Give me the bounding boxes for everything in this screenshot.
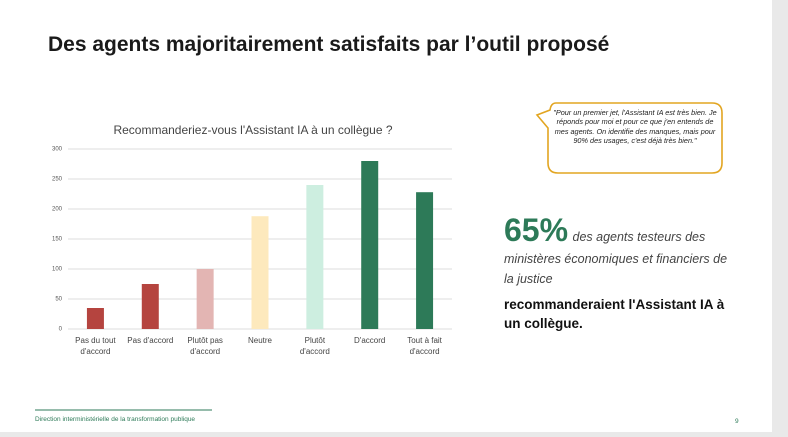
x-tick-label: Pas d'accord (127, 336, 174, 345)
x-tick-label: Tout à fait d'accord (407, 336, 442, 356)
bar (416, 192, 434, 329)
stat-figure: 65% (504, 212, 569, 248)
stat-block: 65% des agents testeurs des ministères é… (504, 212, 734, 333)
quote-bubble (535, 102, 723, 174)
slide-title: Des agents majoritairement satisfaits pa… (48, 33, 610, 56)
stat-text: des agents testeurs des ministères écono… (504, 230, 728, 286)
chart: Recommanderiez-vous l'Assistant IA à un … (35, 102, 723, 411)
bar (141, 284, 159, 329)
bar (306, 185, 324, 329)
y-tick-label: 300 (52, 147, 63, 153)
slide: Recommanderiez-vous l'Assistant IA à un … (0, 0, 772, 432)
footer-text: Direction interministérielle de la trans… (35, 416, 196, 423)
y-tick-label: 50 (55, 297, 62, 303)
bar (361, 161, 379, 329)
chart-title: Recommanderiez-vous l'Assistant IA à un … (113, 123, 392, 137)
y-tick-label: 200 (52, 207, 63, 213)
x-tick-label: D'accord (354, 336, 386, 345)
y-tick-label: 150 (52, 237, 63, 243)
x-tick-label: Pas du tout d'accord (75, 336, 116, 356)
x-tick-label: Neutre (247, 336, 272, 345)
y-tick-label: 250 (52, 177, 63, 183)
bar (196, 269, 214, 329)
bar (251, 216, 269, 329)
x-tick-label: Plutôt pas d'accord (187, 336, 223, 356)
y-tick-label: 100 (52, 267, 63, 273)
quote: "Pour un premier jet, l'Assistant IA est… (553, 108, 717, 146)
stat-emphasis: recommanderaient l'Assistant IA à un col… (504, 297, 725, 331)
y-tick-label: 0 (59, 327, 63, 333)
page-number: 9 (735, 418, 739, 425)
bar (86, 308, 104, 329)
x-tick-label: Plutôt d'accord (299, 336, 330, 356)
